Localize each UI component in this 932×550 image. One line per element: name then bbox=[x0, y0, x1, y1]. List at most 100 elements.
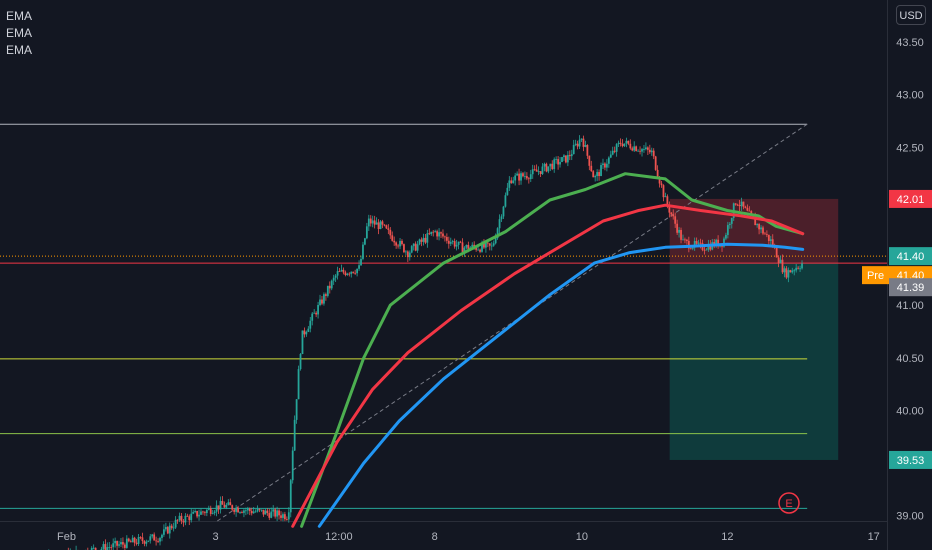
candle-body bbox=[239, 512, 241, 513]
candle-body bbox=[278, 510, 280, 516]
candle-body bbox=[274, 509, 277, 517]
candle-body bbox=[153, 534, 156, 541]
legend-ema-3[interactable]: EMA bbox=[6, 43, 33, 57]
candle-body bbox=[166, 527, 169, 534]
candle-body bbox=[422, 237, 425, 242]
candle-body bbox=[449, 242, 452, 244]
candle-body bbox=[551, 163, 554, 170]
candle-body bbox=[342, 269, 345, 273]
candle-body bbox=[605, 163, 608, 168]
candle-body bbox=[766, 234, 768, 235]
candle-body bbox=[635, 146, 638, 151]
candle-body bbox=[340, 269, 343, 272]
candle-body bbox=[621, 143, 624, 147]
candle-body bbox=[395, 242, 398, 246]
candle-body bbox=[650, 150, 653, 153]
candle-body bbox=[514, 175, 517, 181]
candle-body bbox=[444, 236, 446, 238]
candle-body bbox=[668, 205, 671, 213]
candle-body bbox=[561, 157, 563, 162]
candle-body bbox=[533, 169, 536, 171]
candle-body bbox=[490, 245, 493, 247]
candle-body bbox=[767, 234, 770, 241]
candle-body bbox=[582, 138, 585, 147]
candle-body bbox=[613, 150, 616, 152]
legend-ema-2[interactable]: EMA bbox=[6, 26, 33, 40]
candle-body bbox=[793, 270, 796, 272]
candle-body bbox=[172, 527, 175, 529]
earnings-marker[interactable]: E bbox=[778, 492, 800, 514]
candle-body bbox=[352, 271, 355, 273]
candle-body bbox=[445, 237, 448, 241]
candle-body bbox=[537, 171, 540, 173]
candle-body bbox=[734, 203, 737, 205]
candle-body bbox=[637, 150, 640, 152]
candle-body bbox=[139, 537, 142, 538]
candle-body bbox=[168, 525, 171, 534]
candle-body bbox=[426, 233, 429, 243]
legend-ema-1[interactable]: EMA bbox=[6, 9, 33, 23]
candle-body bbox=[795, 267, 798, 271]
candle-body bbox=[190, 513, 193, 521]
candle-body bbox=[112, 543, 115, 548]
candle-body bbox=[164, 527, 167, 530]
candle-body bbox=[510, 180, 513, 184]
candle-body bbox=[633, 146, 636, 151]
position-target-zone[interactable] bbox=[669, 263, 839, 460]
candle-body bbox=[594, 176, 597, 178]
candle-body bbox=[436, 231, 439, 237]
candle-body bbox=[256, 509, 259, 512]
time-axis-labels: Feb 3 12:00 8 10 12 17 bbox=[57, 531, 880, 543]
candle-body bbox=[791, 270, 794, 273]
candle-body bbox=[188, 516, 191, 521]
candle-body bbox=[525, 176, 528, 179]
candle-body bbox=[572, 144, 575, 155]
candle-body bbox=[319, 299, 321, 305]
candle-body bbox=[159, 537, 161, 542]
candle-body bbox=[203, 512, 206, 514]
candle-body bbox=[459, 241, 462, 243]
candle-body bbox=[660, 183, 663, 186]
candle-body bbox=[389, 229, 392, 236]
earnings-icon[interactable]: E bbox=[785, 498, 792, 510]
candle-body bbox=[92, 547, 95, 549]
price-tag-label: 39.53 bbox=[897, 455, 925, 467]
candle-body bbox=[736, 204, 739, 206]
candle-body bbox=[295, 399, 298, 420]
candle-body bbox=[771, 239, 774, 246]
candle-body bbox=[477, 249, 479, 251]
candle-body bbox=[131, 537, 134, 543]
candle-body bbox=[625, 140, 628, 144]
candle-body bbox=[432, 231, 435, 233]
candle-body bbox=[687, 240, 690, 249]
candle-body bbox=[235, 507, 238, 512]
candle-body bbox=[455, 244, 458, 247]
candle-body bbox=[313, 312, 316, 314]
candle-body bbox=[141, 537, 144, 541]
candle-body bbox=[479, 249, 481, 252]
candle-body bbox=[617, 142, 620, 145]
candle-body bbox=[215, 505, 218, 512]
candle-body bbox=[658, 177, 661, 184]
candle-body bbox=[102, 544, 105, 549]
candle-body bbox=[323, 294, 325, 304]
price-tick-label: 41.00 bbox=[896, 300, 924, 312]
candle-body bbox=[299, 354, 302, 370]
candle-body bbox=[260, 509, 263, 511]
candle-body bbox=[728, 223, 731, 226]
candle-body bbox=[280, 515, 282, 518]
candle-body bbox=[639, 150, 641, 152]
candle-body bbox=[709, 244, 712, 250]
candle-body bbox=[750, 211, 753, 215]
candle-body bbox=[705, 249, 708, 251]
candle-body bbox=[662, 185, 665, 198]
currency-button[interactable]: USD bbox=[896, 5, 926, 25]
time-tick-label: 8 bbox=[432, 531, 438, 543]
earnings-circle[interactable] bbox=[778, 492, 800, 514]
price-tag bbox=[889, 247, 932, 266]
candle-body bbox=[438, 232, 440, 237]
